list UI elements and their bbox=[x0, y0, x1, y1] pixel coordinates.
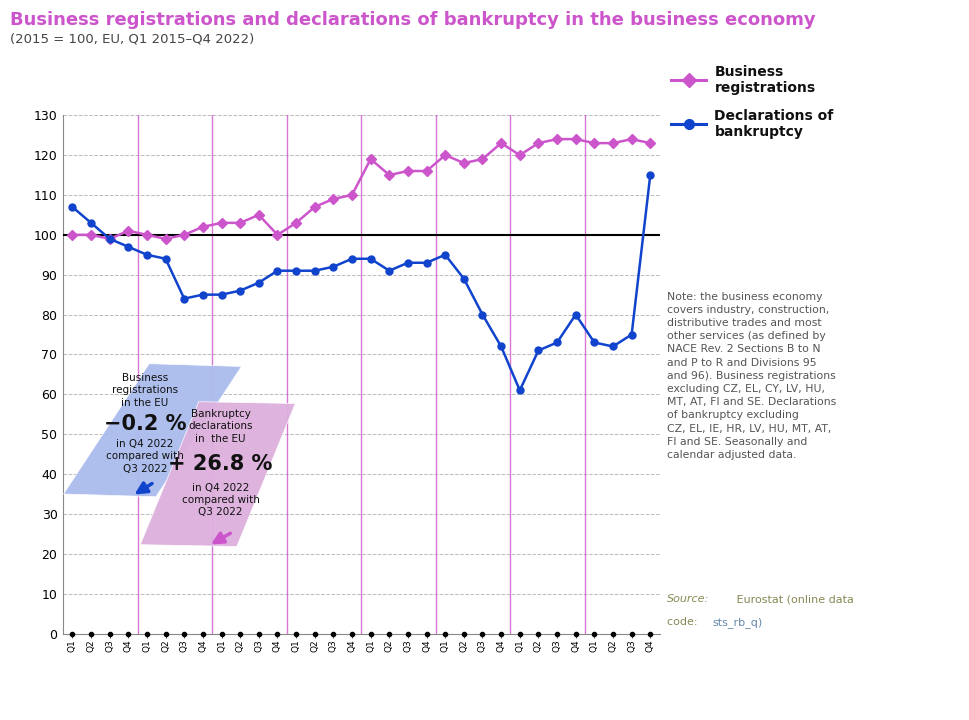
Text: sts_rb_q): sts_rb_q) bbox=[711, 617, 762, 628]
Text: Business registrations and declarations of bankruptcy in the business economy: Business registrations and declarations … bbox=[10, 11, 815, 29]
Text: Business
registrations
in the EU: Business registrations in the EU bbox=[111, 373, 178, 408]
Text: in Q4 2022
compared with
Q3 2022: in Q4 2022 compared with Q3 2022 bbox=[106, 438, 184, 474]
Text: Eurostat (online data: Eurostat (online data bbox=[733, 594, 854, 604]
Text: (2015 = 100, EU, Q1 2015–Q4 2022): (2015 = 100, EU, Q1 2015–Q4 2022) bbox=[10, 32, 254, 45]
Legend: Business
registrations, Declarations of
bankruptcy: Business registrations, Declarations of … bbox=[671, 65, 832, 139]
Text: + 26.8 %: + 26.8 % bbox=[169, 454, 272, 474]
Text: −0.2 %: −0.2 % bbox=[104, 414, 186, 434]
Text: Note: the business economy
covers industry, construction,
distributive trades an: Note: the business economy covers indust… bbox=[667, 292, 835, 460]
Polygon shape bbox=[141, 402, 295, 546]
Text: in Q4 2022
compared with
Q3 2022: in Q4 2022 compared with Q3 2022 bbox=[181, 482, 260, 518]
Text: Bankruptcy
declarations
in  the EU: Bankruptcy declarations in the EU bbox=[188, 409, 253, 444]
Text: code:: code: bbox=[667, 617, 701, 627]
Text: Source:: Source: bbox=[667, 594, 709, 604]
Polygon shape bbox=[64, 364, 241, 497]
